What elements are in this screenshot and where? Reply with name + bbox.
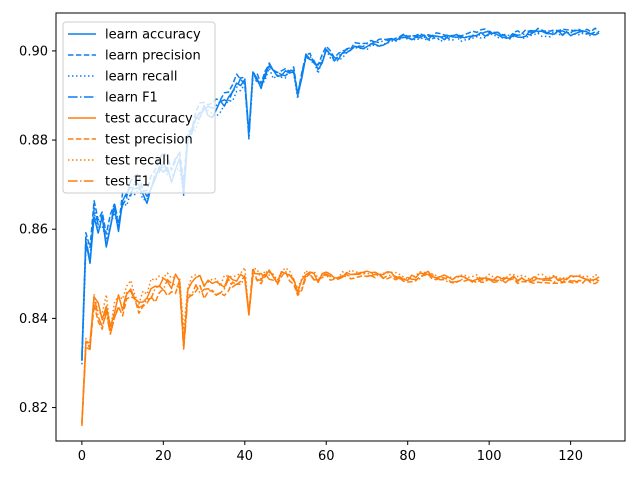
series-line-learn-recall [81,31,600,365]
legend-label: learn precision [105,49,201,64]
x-tick-label: 20 [155,449,172,464]
series-line-test-f1 [81,270,600,427]
y-axis: 0.82 0.84 0.86 0.88 0.90 [19,44,56,416]
y-tick-label: 0.82 [19,401,48,416]
legend-label: test accuracy [105,112,193,127]
y-tick-label: 0.90 [19,44,48,59]
legend-label: learn F1 [105,91,158,106]
y-tick-label: 0.86 [19,223,48,238]
legend-label: test F1 [105,175,150,190]
legend-label: test precision [105,133,193,148]
y-tick-label: 0.88 [19,134,48,149]
x-tick-label: 80 [399,449,416,464]
legend: learn accuracy learn precision learn recal… [62,21,216,194]
legend-label: learn accuracy [105,28,201,43]
x-tick-label: 40 [237,449,254,464]
y-tick-label: 0.84 [19,312,48,327]
series-line-learn-precision [81,27,600,361]
x-tick-label: 60 [318,449,335,464]
series-line-test-precision [81,267,600,424]
series-line-test-recall [81,266,600,424]
legend-label: test recall [105,154,170,169]
x-tick-label: 0 [78,449,86,464]
x-axis: 0 20 40 60 80 100 120 [78,441,583,464]
x-tick-label: 100 [477,449,502,464]
legend-box [62,21,216,194]
plot-frame [55,12,626,442]
x-tick-label: 120 [558,449,583,464]
legend-label: learn recall [105,70,177,85]
